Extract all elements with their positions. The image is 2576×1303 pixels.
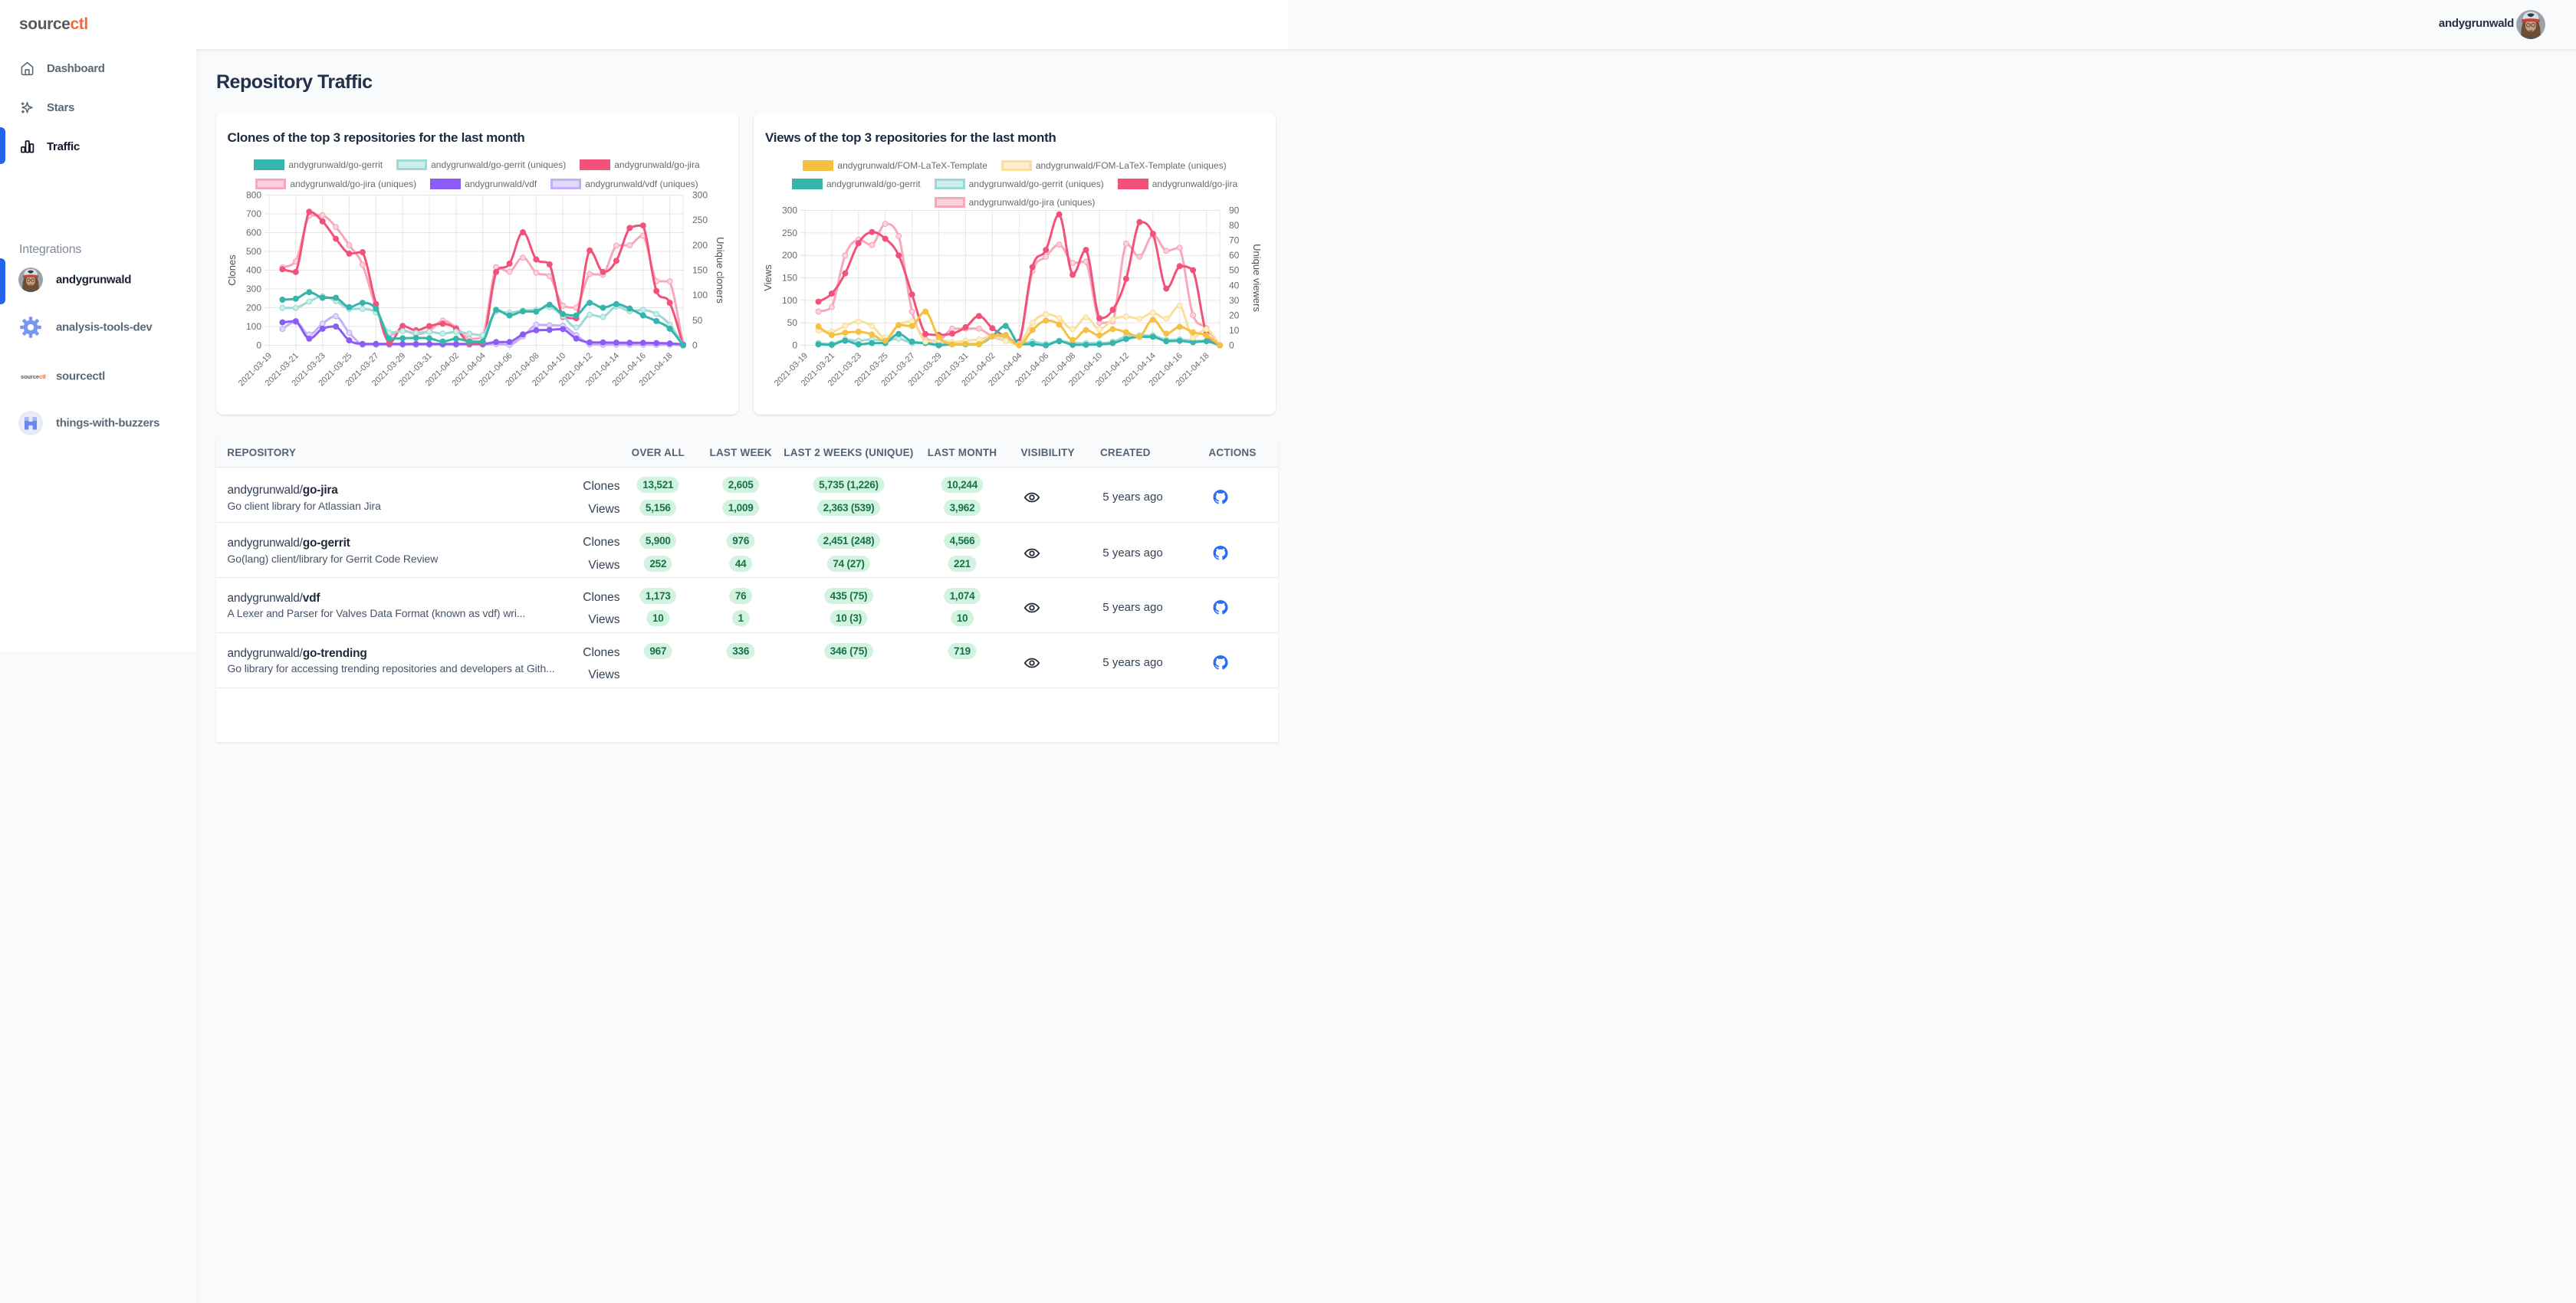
svg-text:200: 200 [245, 302, 261, 313]
svg-text:30: 30 [1229, 294, 1240, 305]
svg-text:Views: Views [762, 264, 774, 290]
svg-text:150: 150 [782, 272, 797, 283]
svg-text:250: 250 [782, 227, 797, 238]
svg-text:60: 60 [1229, 250, 1240, 261]
svg-text:250: 250 [692, 215, 708, 225]
svg-text:40: 40 [1229, 280, 1240, 290]
svg-text:90: 90 [1229, 205, 1240, 215]
svg-text:100: 100 [245, 321, 261, 332]
svg-text:150: 150 [692, 264, 708, 275]
svg-text:300: 300 [782, 205, 797, 215]
svg-text:50: 50 [787, 317, 798, 328]
svg-text:0: 0 [1229, 340, 1234, 350]
svg-text:Unique viewers: Unique viewers [1251, 244, 1263, 312]
svg-text:20: 20 [1229, 310, 1240, 320]
svg-text:600: 600 [245, 227, 261, 238]
svg-text:100: 100 [782, 294, 797, 305]
svg-text:Clones: Clones [226, 254, 238, 285]
svg-text:100: 100 [692, 290, 708, 300]
svg-text:700: 700 [245, 208, 261, 219]
svg-text:200: 200 [692, 239, 708, 250]
svg-text:800: 800 [245, 189, 261, 200]
svg-text:400: 400 [245, 264, 261, 275]
svg-text:50: 50 [1229, 264, 1240, 275]
svg-text:0: 0 [792, 340, 797, 350]
svg-text:300: 300 [245, 284, 261, 294]
svg-text:300: 300 [692, 189, 708, 200]
svg-text:70: 70 [1229, 235, 1240, 245]
svg-text:500: 500 [245, 246, 261, 257]
svg-text:50: 50 [692, 314, 703, 325]
svg-text:80: 80 [1229, 220, 1240, 231]
svg-text:200: 200 [782, 250, 797, 261]
svg-text:10: 10 [1229, 324, 1240, 335]
svg-text:0: 0 [256, 340, 261, 350]
svg-text:Unique cloners: Unique cloners [715, 237, 726, 304]
svg-text:0: 0 [692, 340, 698, 350]
